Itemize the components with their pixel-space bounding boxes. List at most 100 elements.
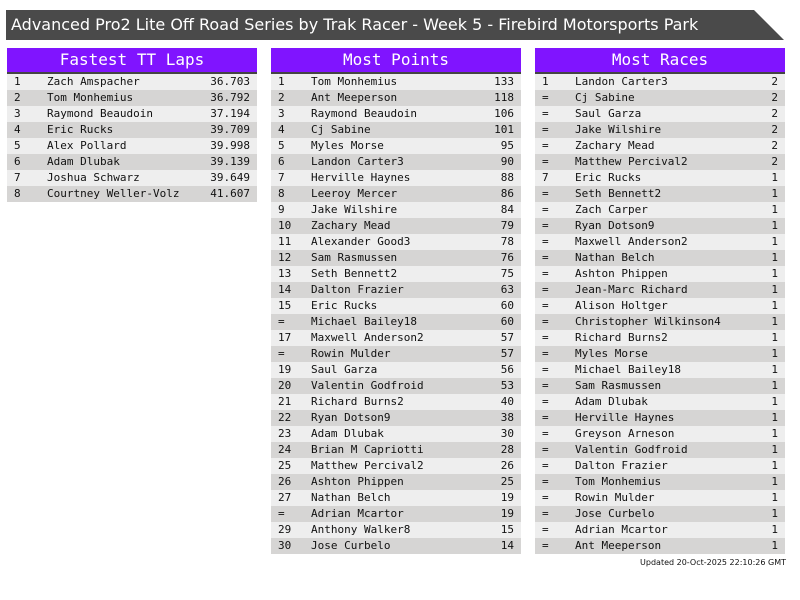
- rank-cell: 1: [14, 75, 21, 88]
- table-row: 14 Dalton Frazier 63: [271, 282, 521, 298]
- table-row: = Michael Bailey18 1: [535, 362, 785, 378]
- rank-cell: 2: [14, 91, 21, 104]
- value-cell: 75: [500, 267, 514, 280]
- table-row: = Adam Dlubak 1: [535, 394, 785, 410]
- value-cell: 2: [771, 75, 778, 88]
- driver-name-cell: Alison Holtger: [575, 299, 668, 312]
- value-cell: 57: [500, 331, 514, 344]
- table-row: = Matthew Percival2 2: [535, 154, 785, 170]
- table-row: 17 Maxwell Anderson2 57: [271, 330, 521, 346]
- value-cell: 36.792: [210, 91, 250, 104]
- table-row: 4 Eric Rucks 39.709: [7, 122, 257, 138]
- table-row: = Valentin Godfroid 1: [535, 442, 785, 458]
- rank-cell: =: [542, 251, 549, 264]
- rank-cell: =: [542, 267, 549, 280]
- table-row: 6 Landon Carter3 90: [271, 154, 521, 170]
- value-cell: 39.139: [210, 155, 250, 168]
- table-row: 3 Raymond Beaudoin 37.194: [7, 106, 257, 122]
- value-cell: 1: [771, 171, 778, 184]
- driver-name-cell: Jake Wilshire: [575, 123, 662, 136]
- rank-cell: =: [542, 123, 549, 136]
- board-rows: 1 Landon Carter3 2 = Cj Sabine 2 = Saul Garza 2 =…: [535, 74, 785, 554]
- rank-cell: =: [542, 411, 549, 424]
- table-row: = Zachary Mead 2: [535, 138, 785, 154]
- table-row: = Jake Wilshire 2: [535, 122, 785, 138]
- rank-cell: =: [542, 539, 549, 552]
- value-cell: 1: [771, 331, 778, 344]
- driver-name-cell: Leeroy Mercer: [311, 187, 398, 200]
- value-cell: 1: [771, 459, 778, 472]
- table-row: = Jose Curbelo 1: [535, 506, 785, 522]
- table-row: 23 Adam Dlubak 30: [271, 426, 521, 442]
- driver-name-cell: Tom Monhemius: [47, 91, 134, 104]
- rank-cell: =: [542, 219, 549, 232]
- table-row: 7 Joshua Schwarz 39.649: [7, 170, 257, 186]
- rank-cell: 5: [278, 139, 285, 152]
- driver-name-cell: Tom Monhemius: [575, 475, 662, 488]
- table-row: = Saul Garza 2: [535, 106, 785, 122]
- value-cell: 1: [771, 395, 778, 408]
- board-title: Fastest TT Laps: [7, 48, 257, 74]
- value-cell: 40: [500, 395, 514, 408]
- driver-name-cell: Raymond Beaudoin: [47, 107, 153, 120]
- table-row: = Dalton Frazier 1: [535, 458, 785, 474]
- rank-cell: 9: [278, 203, 285, 216]
- value-cell: 88: [500, 171, 514, 184]
- board-most-points: Most Points 1 Tom Monhemius 133 2 Ant Meeper…: [271, 48, 521, 554]
- table-row: = Jean-Marc Richard 1: [535, 282, 785, 298]
- driver-name-cell: Zachary Mead: [311, 219, 391, 232]
- rank-cell: =: [542, 187, 549, 200]
- rank-cell: 8: [278, 187, 285, 200]
- value-cell: 101: [494, 123, 514, 136]
- driver-name-cell: Eric Rucks: [311, 299, 378, 312]
- driver-name-cell: Sam Rasmussen: [311, 251, 398, 264]
- rank-cell: 29: [278, 523, 292, 536]
- driver-name-cell: Ant Meeperson: [575, 539, 662, 552]
- table-row: = Zach Carper 1: [535, 202, 785, 218]
- rank-cell: =: [278, 315, 285, 328]
- board-title: Most Points: [271, 48, 521, 74]
- value-cell: 1: [771, 491, 778, 504]
- rank-cell: =: [542, 507, 549, 520]
- table-row: = Ryan Dotson9 1: [535, 218, 785, 234]
- table-row: 20 Valentin Godfroid 53: [271, 378, 521, 394]
- table-row: = Greyson Arneson 1: [535, 426, 785, 442]
- rank-cell: =: [542, 299, 549, 312]
- rank-cell: 1: [542, 75, 549, 88]
- rank-cell: =: [542, 491, 549, 504]
- table-row: 7 Eric Rucks 1: [535, 170, 785, 186]
- driver-name-cell: Myles Morse: [575, 347, 648, 360]
- rank-cell: 6: [14, 155, 21, 168]
- rank-cell: =: [542, 459, 549, 472]
- rank-cell: 11: [278, 235, 292, 248]
- table-row: = Tom Monhemius 1: [535, 474, 785, 490]
- value-cell: 2: [771, 107, 778, 120]
- driver-name-cell: Adam Dlubak: [311, 427, 384, 440]
- driver-name-cell: Eric Rucks: [47, 123, 114, 136]
- table-row: 2 Tom Monhemius 36.792: [7, 90, 257, 106]
- value-cell: 84: [500, 203, 514, 216]
- table-row: = Christopher Wilkinson4 1: [535, 314, 785, 330]
- rank-cell: 26: [278, 475, 292, 488]
- table-row: 24 Brian M Capriotti 28: [271, 442, 521, 458]
- rank-cell: 13: [278, 267, 292, 280]
- rank-cell: 19: [278, 363, 292, 376]
- table-row: 11 Alexander Good3 78: [271, 234, 521, 250]
- value-cell: 1: [771, 475, 778, 488]
- rank-cell: 4: [14, 123, 21, 136]
- value-cell: 57: [500, 347, 514, 360]
- value-cell: 1: [771, 299, 778, 312]
- rank-cell: 27: [278, 491, 292, 504]
- rank-cell: 17: [278, 331, 292, 344]
- table-row: 4 Cj Sabine 101: [271, 122, 521, 138]
- board-rows: 1 Zach Amspacher 36.703 2 Tom Monhemius 36.79…: [7, 74, 257, 202]
- table-row: 8 Leeroy Mercer 86: [271, 186, 521, 202]
- rank-cell: =: [542, 363, 549, 376]
- table-row: 10 Zachary Mead 79: [271, 218, 521, 234]
- table-row: 26 Ashton Phippen 25: [271, 474, 521, 490]
- driver-name-cell: Jose Curbelo: [311, 539, 391, 552]
- value-cell: 2: [771, 91, 778, 104]
- rank-cell: =: [542, 427, 549, 440]
- value-cell: 1: [771, 379, 778, 392]
- value-cell: 39.998: [210, 139, 250, 152]
